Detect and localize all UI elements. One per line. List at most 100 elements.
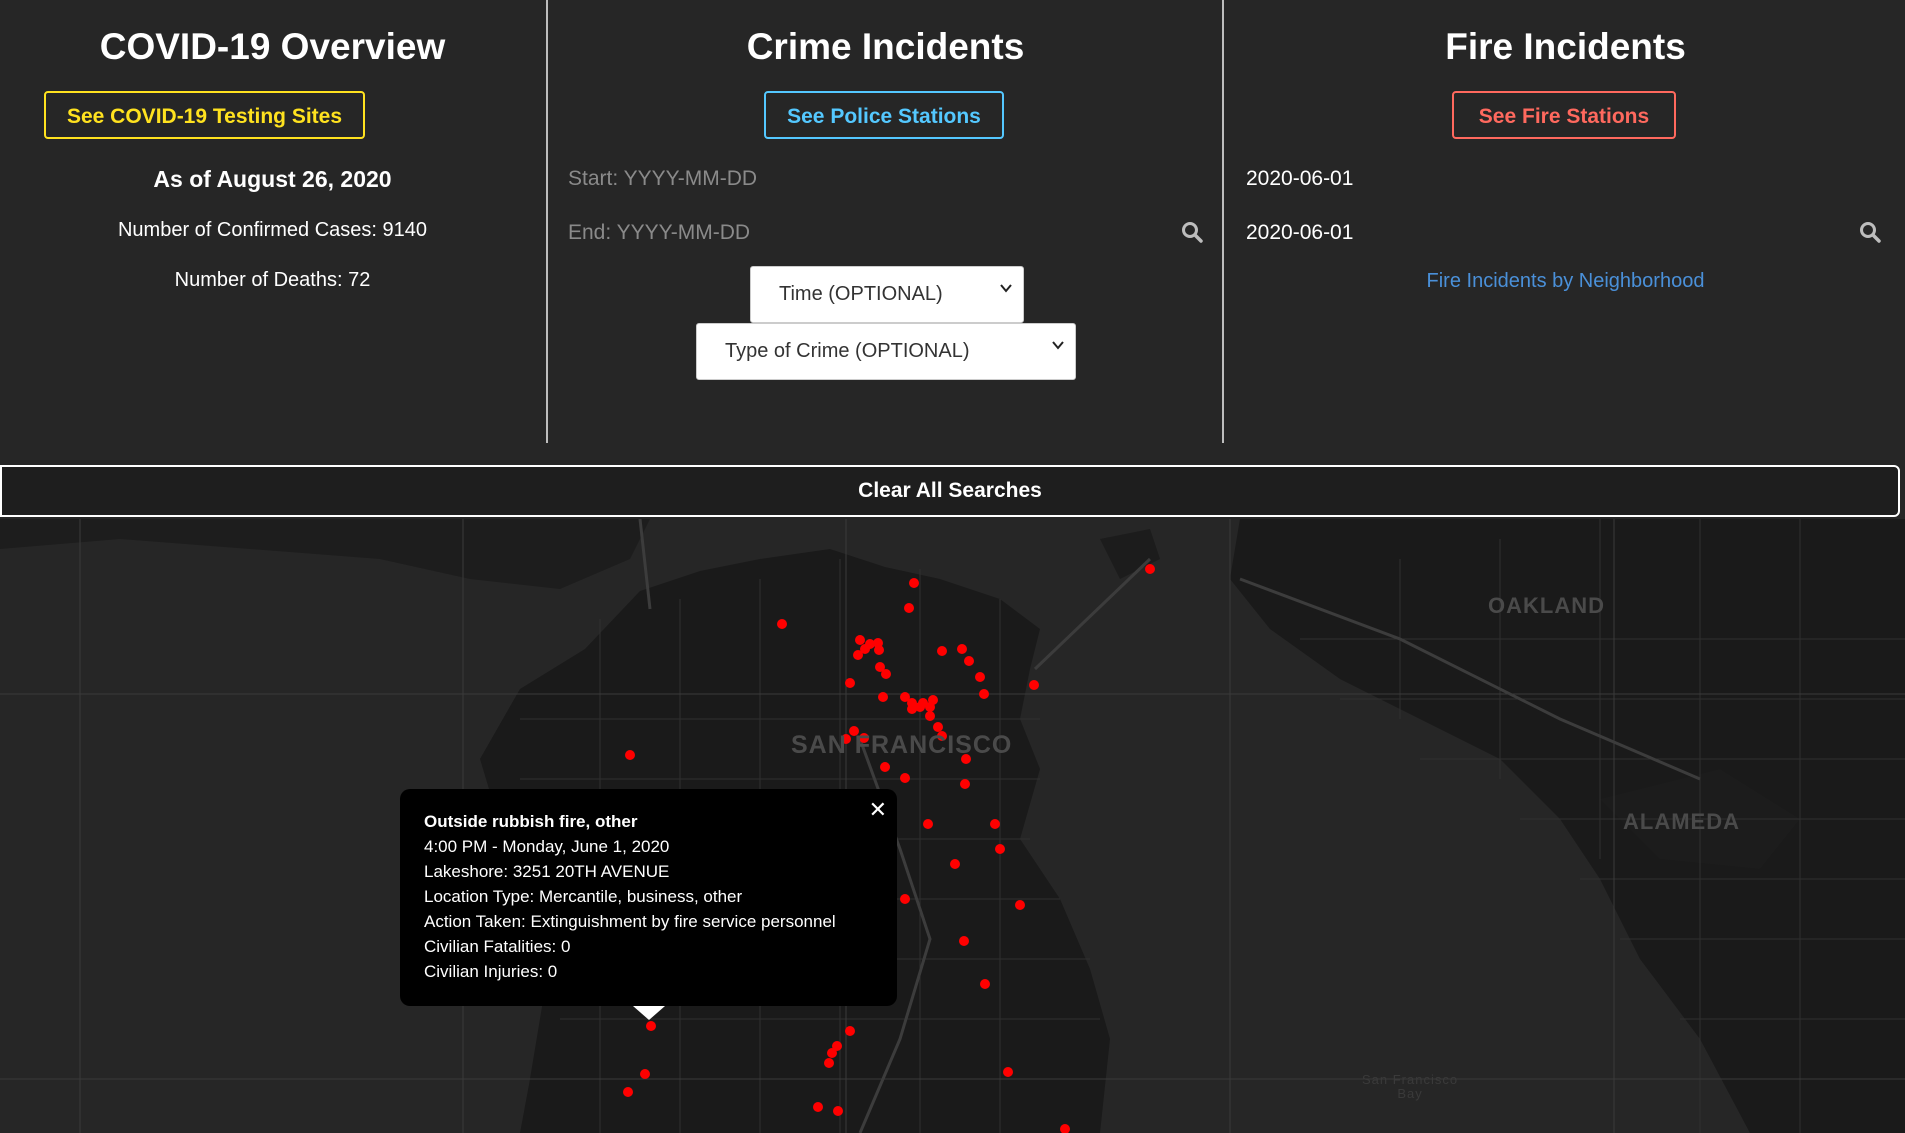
incident-marker[interactable] — [925, 702, 935, 712]
clear-all-searches-button[interactable]: Clear All Searches — [0, 465, 1900, 517]
fire-start-date-input[interactable] — [1246, 163, 1846, 195]
fire-stations-button[interactable]: See Fire Stations — [1452, 91, 1676, 139]
incident-marker[interactable] — [875, 662, 885, 672]
incident-marker[interactable] — [878, 692, 888, 702]
incident-marker[interactable] — [900, 773, 910, 783]
covid-deaths: Number of Deaths: 72 — [174, 269, 371, 291]
popup-time: 4:00 PM - Monday, June 1, 2020 — [424, 837, 670, 856]
covid-confirmed-cases: Number of Confirmed Cases: 9140 — [117, 219, 428, 241]
incident-marker[interactable] — [961, 754, 971, 764]
incident-marker[interactable] — [833, 1106, 843, 1116]
close-icon[interactable]: ✕ — [868, 797, 887, 822]
incident-marker[interactable] — [640, 1069, 650, 1079]
popup-location-type: Location Type: Mercantile, business, oth… — [424, 887, 743, 906]
map-label-sf-bay: San Francisco Bay — [1362, 1073, 1458, 1101]
incident-marker[interactable] — [841, 734, 851, 744]
incident-marker[interactable] — [975, 672, 985, 682]
fire-column: Fire Incidents See Fire Stations Fire In… — [1222, 0, 1905, 443]
covid-title: COVID-19 Overview — [99, 26, 446, 67]
incident-marker[interactable] — [964, 656, 974, 666]
incident-marker[interactable] — [1003, 1067, 1013, 1077]
incident-marker[interactable] — [881, 669, 891, 679]
chevron-down-icon — [1000, 284, 1012, 293]
chevron-down-icon — [1052, 341, 1064, 350]
incident-marker[interactable] — [937, 731, 947, 741]
incident-marker[interactable] — [1060, 1124, 1070, 1133]
incident-marker[interactable] — [900, 894, 910, 904]
crime-type-select[interactable]: Type of Crime (OPTIONAL) — [696, 323, 1076, 380]
incident-marker[interactable] — [1015, 900, 1025, 910]
incident-marker[interactable] — [960, 779, 970, 789]
fire-search-icon[interactable] — [1858, 220, 1882, 244]
incident-marker[interactable] — [849, 726, 859, 736]
crime-start-date-input[interactable] — [568, 163, 1200, 195]
incident-marker[interactable] — [925, 711, 935, 721]
incident-marker[interactable] — [923, 819, 933, 829]
incident-marker[interactable] — [979, 689, 989, 699]
incident-marker[interactable] — [937, 646, 947, 656]
incident-marker[interactable] — [880, 762, 890, 772]
map-label-san-francisco: SAN FRANCISCO — [791, 731, 1013, 759]
incident-marker[interactable] — [957, 644, 967, 654]
covid-as-of-date: As of August 26, 2020 — [153, 166, 392, 192]
fire-end-date-input[interactable] — [1246, 217, 1846, 249]
crime-column: Crime Incidents See Police Stations Time… — [546, 0, 1223, 443]
incident-markers[interactable] — [0, 519, 1905, 1133]
incident-marker[interactable] — [813, 1102, 823, 1112]
incident-popup: ✕ Outside rubbish fire, other 4:00 PM - … — [400, 789, 897, 1006]
incident-marker[interactable] — [855, 635, 865, 645]
incident-marker[interactable] — [853, 650, 863, 660]
incident-marker[interactable] — [995, 844, 1005, 854]
crime-end-date-input[interactable] — [568, 217, 1200, 249]
popup-title: Outside rubbish fire, other — [424, 812, 638, 831]
east-bay-land — [1230, 519, 1905, 1133]
covid-column: COVID-19 Overview See COVID-19 Testing S… — [0, 0, 545, 443]
fire-title: Fire Incidents — [1445, 26, 1686, 67]
incident-marker[interactable] — [625, 750, 635, 760]
treasure-island — [1100, 529, 1160, 579]
incident-marker[interactable] — [980, 979, 990, 989]
incident-marker[interactable] — [933, 722, 943, 732]
incident-marker[interactable] — [1145, 564, 1155, 574]
crime-search-icon[interactable] — [1180, 220, 1204, 244]
incident-marker[interactable] — [900, 692, 910, 702]
incident-marker[interactable] — [904, 603, 914, 613]
map-label-bay-line2: Bay — [1397, 1086, 1423, 1101]
incident-marker[interactable] — [909, 578, 919, 588]
map-label-bay-line1: San Francisco — [1362, 1072, 1459, 1087]
incident-marker[interactable] — [845, 1026, 855, 1036]
incident-marker[interactable] — [959, 936, 969, 946]
police-stations-button[interactable]: See Police Stations — [764, 91, 1004, 139]
incident-marker[interactable] — [874, 645, 884, 655]
incident-marker[interactable] — [832, 1041, 842, 1051]
incident-marker[interactable] — [827, 1048, 837, 1058]
incident-marker[interactable] — [777, 619, 787, 629]
marin-land — [0, 519, 650, 589]
incident-marker[interactable] — [950, 859, 960, 869]
map-label-oakland: OAKLAND — [1488, 593, 1605, 618]
incident-marker[interactable] — [860, 644, 870, 654]
incident-marker[interactable] — [824, 1058, 834, 1068]
crime-time-select-value: Time (OPTIONAL) — [779, 283, 943, 305]
popup-pointer — [633, 1006, 665, 1020]
map[interactable]: SAN FRANCISCO OAKLAND ALAMEDA San Franci… — [0, 519, 1905, 1133]
incident-marker[interactable] — [646, 1021, 656, 1031]
incident-marker[interactable] — [1029, 680, 1039, 690]
incident-marker[interactable] — [623, 1087, 633, 1097]
map-label-alameda: ALAMEDA — [1623, 809, 1740, 834]
covid-testing-sites-button[interactable]: See COVID-19 Testing Sites — [44, 91, 365, 139]
popup-location: Lakeshore: 3251 20TH AVENUE — [424, 862, 670, 881]
incident-marker[interactable] — [845, 678, 855, 688]
incident-marker[interactable] — [990, 819, 1000, 829]
popup-fatalities: Civilian Fatalities: 0 — [424, 937, 571, 956]
incident-marker[interactable] — [907, 704, 917, 714]
crime-time-select[interactable]: Time (OPTIONAL) — [750, 266, 1024, 323]
crime-title: Crime Incidents — [746, 26, 1025, 67]
incident-marker[interactable] — [915, 702, 925, 712]
graticule — [0, 519, 1905, 1133]
popup-injuries: Civilian Injuries: 0 — [424, 962, 558, 981]
popup-action: Action Taken: Extinguishment by fire ser… — [424, 912, 836, 931]
crime-type-select-value: Type of Crime (OPTIONAL) — [725, 340, 970, 362]
incident-marker[interactable] — [859, 733, 869, 743]
fire-neighborhood-link[interactable]: Fire Incidents by Neighborhood — [1426, 270, 1705, 292]
